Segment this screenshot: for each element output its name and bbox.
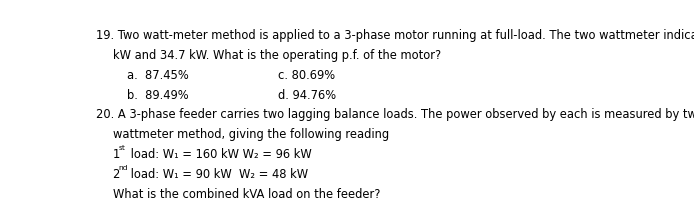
Text: b.  89.49%: b. 89.49% [127, 89, 189, 102]
Text: 2: 2 [112, 168, 120, 181]
Text: a.  87.45%: a. 87.45% [127, 69, 189, 82]
Text: 1: 1 [112, 148, 120, 161]
Text: 19. Two watt-meter method is applied to a 3-phase motor running at full-load. Th: 19. Two watt-meter method is applied to … [96, 29, 694, 42]
Text: load: W₁ = 90 kW  W₂ = 48 kW: load: W₁ = 90 kW W₂ = 48 kW [126, 168, 307, 181]
Text: st: st [119, 145, 126, 151]
Text: 20. A 3-phase feeder carries two lagging balance loads. The power observed by ea: 20. A 3-phase feeder carries two lagging… [96, 108, 694, 121]
Text: d. 94.76%: d. 94.76% [278, 89, 336, 102]
Text: What is the combined kVA load on the feeder?: What is the combined kVA load on the fee… [112, 188, 380, 198]
Text: kW and 34.7 kW. What is the operating p.f. of the motor?: kW and 34.7 kW. What is the operating p.… [112, 49, 441, 62]
Text: c. 80.69%: c. 80.69% [278, 69, 335, 82]
Text: nd: nd [119, 165, 128, 171]
Text: load: W₁ = 160 kW W₂ = 96 kW: load: W₁ = 160 kW W₂ = 96 kW [126, 148, 312, 161]
Text: wattmeter method, giving the following reading: wattmeter method, giving the following r… [112, 128, 389, 141]
